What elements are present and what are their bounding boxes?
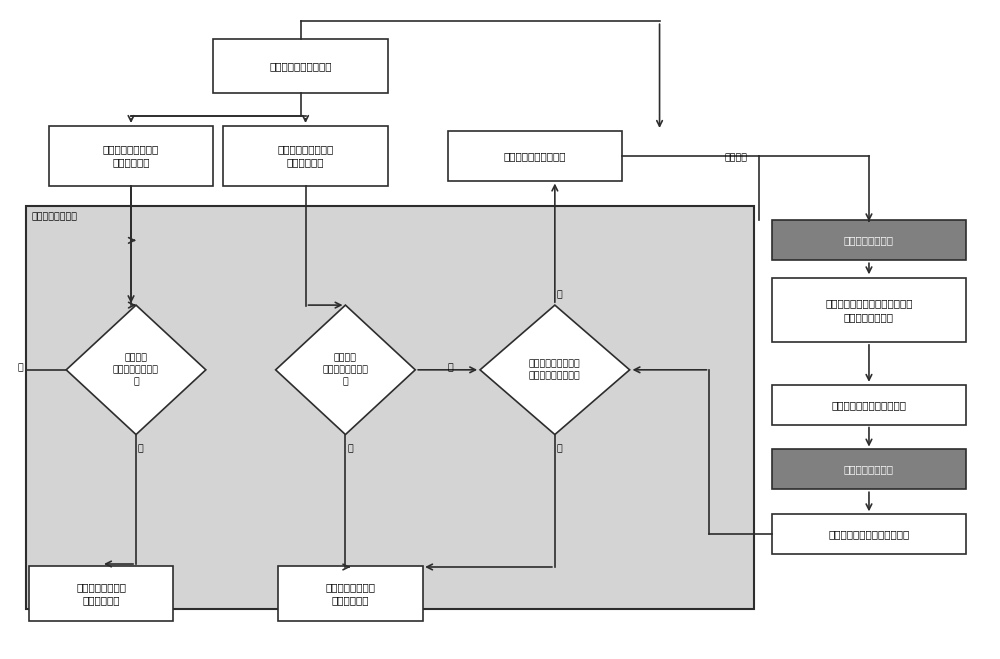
Bar xyxy=(772,514,966,554)
Text: 满足执行需求任务队列: 满足执行需求任务队列 xyxy=(504,151,566,161)
Text: 系统任务资源消耗和
执行时长队列: 系统任务资源消耗和 执行时长队列 xyxy=(277,144,334,167)
Bar xyxy=(772,385,966,424)
Text: 任务时间序列模型: 任务时间序列模型 xyxy=(844,465,894,474)
Bar xyxy=(772,221,966,260)
Text: 业务任务资源消耗和
执行时长队列: 业务任务资源消耗和 执行时长队列 xyxy=(103,144,159,167)
Bar xyxy=(448,131,622,181)
Text: 任务队列筛选模块: 任务队列筛选模块 xyxy=(31,212,77,221)
Text: 正面影响未来待执行
业务任务的资源需求: 正面影响未来待执行 业务任务的资源需求 xyxy=(529,359,581,380)
Text: 系统当前资源剩余总量: 系统当前资源剩余总量 xyxy=(269,61,332,71)
Text: 是: 是 xyxy=(557,291,563,300)
Text: 修正模型: 修正模型 xyxy=(724,154,747,162)
Bar xyxy=(29,567,173,621)
Text: 否: 否 xyxy=(557,445,563,453)
Bar xyxy=(772,449,966,490)
Bar xyxy=(26,206,754,609)
Polygon shape xyxy=(276,305,415,434)
Text: 不满足执行需求的
业务任务队列: 不满足执行需求的 业务任务队列 xyxy=(76,583,126,606)
Text: 预测的未来待执行任务队列: 预测的未来待执行任务队列 xyxy=(831,399,906,410)
Text: 是: 是 xyxy=(447,363,453,372)
Bar xyxy=(772,277,966,343)
Text: 预测待执行任务队列执行时段产
生的新的任务队列: 预测待执行任务队列执行时段产 生的新的任务队列 xyxy=(825,299,913,322)
Text: 不满足执行需求的
系统任务队列: 不满足执行需求的 系统任务队列 xyxy=(325,583,375,606)
Text: 剩余资源
满足任务执行要求
？: 剩余资源 满足任务执行要求 ？ xyxy=(113,353,159,386)
Text: 是: 是 xyxy=(18,363,23,372)
Bar xyxy=(223,126,388,186)
Bar xyxy=(278,567,423,621)
Bar xyxy=(213,39,388,94)
Bar xyxy=(49,126,213,186)
Text: 剩余资源
满足任务执行要求
？: 剩余资源 满足任务执行要求 ？ xyxy=(322,353,368,386)
Polygon shape xyxy=(480,305,630,434)
Polygon shape xyxy=(66,305,206,434)
Text: 未来业务任务的资源消耗队列: 未来业务任务的资源消耗队列 xyxy=(828,529,910,539)
Text: 否: 否 xyxy=(347,445,353,453)
Text: 任务发生序列模型: 任务发生序列模型 xyxy=(844,235,894,245)
Text: 否: 否 xyxy=(138,445,144,453)
